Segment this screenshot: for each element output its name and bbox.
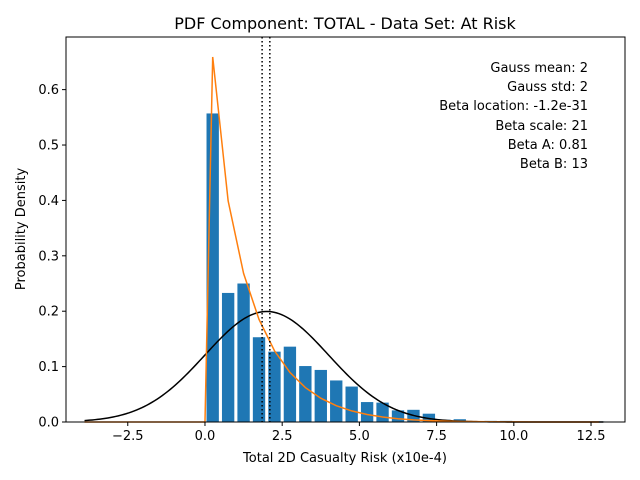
annotation-gauss-std: Gauss std: 2 xyxy=(507,80,588,95)
histogram-bar xyxy=(391,410,405,422)
x-tick-label: −2.5 xyxy=(112,429,144,444)
plot-frame xyxy=(65,36,626,423)
chart-title: PDF Component: TOTAL - Data Set: At Risk xyxy=(174,14,516,33)
y-tick-label: 0.6 xyxy=(38,83,59,98)
annotation-gauss-mean: Gauss mean: 2 xyxy=(490,61,588,76)
y-tick-label: 0.0 xyxy=(38,416,59,431)
annotations-group: Gauss mean: 2 Gauss std: 2 Beta location… xyxy=(439,61,588,172)
histogram-bar xyxy=(221,292,235,422)
x-tick-label: 10.0 xyxy=(499,429,528,444)
vlines-group xyxy=(261,37,271,422)
x-tick-label: 0.0 xyxy=(195,429,216,444)
x-tick-label: 5.0 xyxy=(349,429,370,444)
annotation-beta-b: Beta B: 13 xyxy=(520,157,588,172)
y-axis-ticks: 0.0 0.1 0.2 0.3 0.4 0.5 0.6 xyxy=(38,83,66,431)
x-axis-ticks: −2.5 0.0 2.5 5.0 7.5 10.0 12.5 xyxy=(112,422,606,444)
x-axis-label: Total 2D Casualty Risk (x10e-4) xyxy=(242,451,447,466)
y-tick-label: 0.4 xyxy=(38,194,59,209)
histogram-bar xyxy=(283,346,297,422)
y-tick-label: 0.3 xyxy=(38,249,59,264)
annotation-beta-a: Beta A: 0.81 xyxy=(508,138,588,153)
gauss-curve xyxy=(84,310,604,423)
histogram-bar xyxy=(360,402,374,422)
histogram-bar xyxy=(330,380,343,422)
histogram-bar xyxy=(299,366,312,422)
histogram-bar xyxy=(345,386,358,422)
histogram-bar xyxy=(252,337,266,422)
histogram-bar xyxy=(268,351,281,422)
x-tick-label: 2.5 xyxy=(272,429,293,444)
x-tick-label: 12.5 xyxy=(577,429,606,444)
annotation-beta-scale: Beta scale: 21 xyxy=(495,119,588,134)
y-tick-label: 0.2 xyxy=(38,305,59,320)
y-axis-label: Probability Density xyxy=(14,168,29,291)
y-tick-label: 0.5 xyxy=(38,139,59,154)
annotation-beta-location: Beta location: -1.2e-31 xyxy=(439,99,588,114)
histogram-bar xyxy=(237,283,250,422)
histogram-bar xyxy=(314,369,327,422)
y-tick-label: 0.1 xyxy=(38,360,59,375)
x-tick-label: 7.5 xyxy=(426,429,447,444)
